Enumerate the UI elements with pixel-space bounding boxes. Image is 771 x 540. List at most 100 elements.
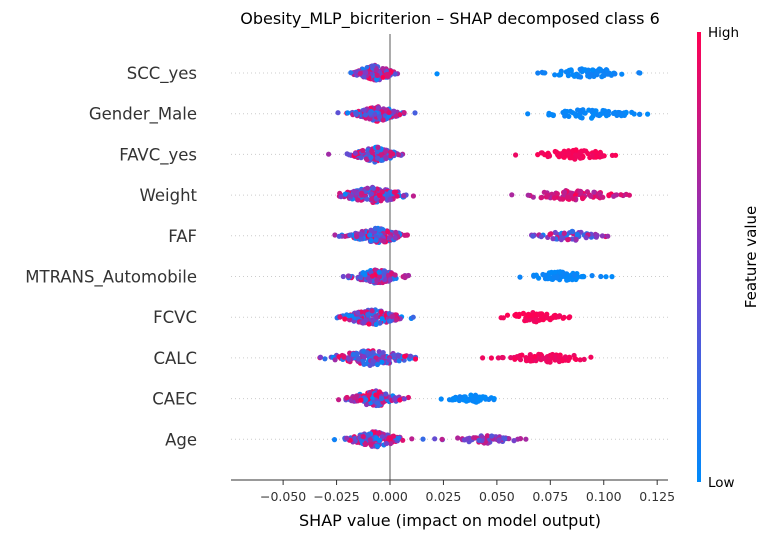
shap-point: [380, 354, 386, 360]
shap-point: [357, 70, 363, 77]
shap-point: [550, 236, 556, 242]
shap-point: [496, 437, 502, 443]
shap-point: [375, 144, 381, 150]
shap-point: [535, 70, 541, 76]
shap-point: [589, 115, 595, 121]
shap-point: [565, 237, 571, 243]
shap-point: [412, 110, 418, 116]
shap-point: [491, 396, 497, 402]
shap-point: [336, 233, 342, 239]
shap-point: [523, 436, 529, 442]
feature-label-weight: Weight: [140, 186, 198, 205]
shap-point: [362, 272, 368, 278]
shap-point: [384, 73, 391, 79]
shap-point: [637, 111, 643, 117]
shap-point: [380, 74, 386, 80]
shap-point: [359, 437, 365, 444]
shap-point: [374, 277, 380, 283]
shap-point: [401, 110, 407, 116]
shap-point: [541, 272, 547, 278]
shap-point: [412, 356, 419, 362]
shap-point: [376, 114, 382, 120]
shap-point: [355, 197, 361, 203]
shap-point: [538, 352, 544, 358]
shap-point: [352, 150, 358, 156]
shap-point: [556, 151, 562, 157]
shap-point: [523, 316, 529, 322]
shap-point: [581, 356, 587, 362]
shap-point: [355, 310, 361, 316]
shap-point: [402, 353, 408, 359]
shap-point: [345, 273, 351, 279]
shap-point: [588, 193, 594, 199]
shap-point: [565, 357, 571, 363]
shap-point: [395, 435, 401, 441]
shap-point: [370, 358, 376, 364]
shap-point: [383, 391, 389, 397]
shap-point: [387, 196, 393, 202]
shap-point: [570, 228, 576, 235]
feature-label-favc-yes: FAVC_yes: [119, 145, 197, 165]
shap-point: [374, 443, 380, 449]
shap-point: [347, 232, 353, 238]
shap-point: [374, 72, 380, 78]
shap-point: [364, 65, 370, 71]
shap-point: [373, 321, 379, 327]
shap-point: [392, 395, 398, 401]
shap-point: [618, 192, 624, 198]
shap-point: [373, 67, 379, 73]
shap-point: [373, 237, 379, 243]
shap-point: [368, 191, 374, 197]
shap-point: [342, 316, 348, 322]
shap-point: [381, 238, 387, 244]
shap-point: [410, 314, 416, 320]
shap-point: [401, 396, 407, 402]
shap-point: [457, 394, 463, 400]
shap-point: [359, 190, 365, 196]
shap-point: [560, 196, 566, 202]
shap-point: [589, 107, 595, 113]
shap-point: [394, 193, 400, 199]
shap-point: [512, 356, 518, 362]
shap-point: [367, 232, 373, 238]
shap-point: [520, 310, 527, 316]
shap-point: [577, 188, 583, 194]
shap-point: [566, 151, 572, 157]
shap-point: [519, 352, 525, 358]
shap-point: [372, 225, 378, 231]
shap-point: [463, 398, 469, 404]
shap-point: [574, 231, 580, 237]
shap-point: [358, 236, 364, 242]
shap-point: [350, 351, 356, 357]
feature-label-fcvc: FCVC: [153, 308, 197, 327]
feature-gridlines: [231, 72, 668, 440]
shap-point: [619, 71, 625, 77]
shap-point: [561, 230, 567, 236]
shap-point: [538, 195, 544, 201]
shap-point: [615, 111, 622, 117]
shap-point: [577, 109, 584, 115]
shap-point: [464, 436, 470, 442]
shap-point: [358, 232, 365, 238]
shap-point: [461, 394, 467, 400]
shap-point: [588, 71, 594, 78]
x-tick-label: −0.050: [260, 489, 306, 504]
shap-point: [338, 194, 344, 200]
shap-point: [577, 66, 583, 72]
shap-point: [482, 394, 488, 400]
shap-point: [391, 108, 397, 114]
shap-point: [369, 196, 375, 202]
colorbar-title: Feature value: [742, 206, 760, 308]
shap-point: [322, 356, 328, 362]
shap-point: [390, 433, 397, 439]
shap-point: [568, 67, 574, 73]
shap-point: [561, 189, 568, 195]
shap-point: [375, 430, 381, 436]
shap-point: [567, 314, 573, 320]
shap-point: [361, 74, 367, 80]
shap-point: [360, 147, 366, 154]
shap-point: [592, 148, 599, 155]
shap-point: [386, 357, 392, 363]
shap-point: [375, 105, 381, 111]
shap-point: [346, 152, 352, 158]
